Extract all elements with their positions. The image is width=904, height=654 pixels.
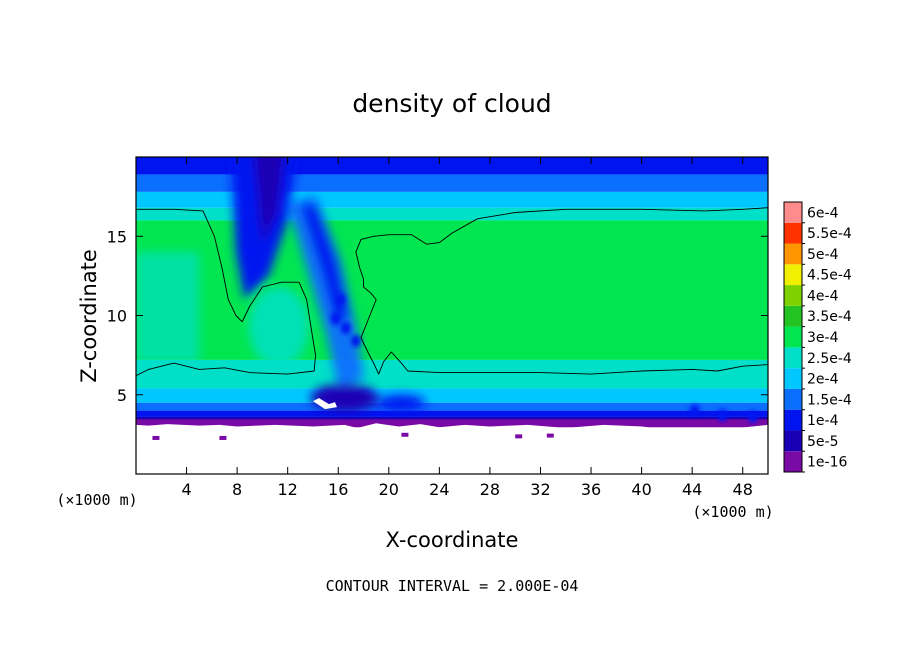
updraft-column-right <box>287 195 364 387</box>
speck-4 <box>515 434 523 439</box>
x-unit-label: (×1000 m) <box>692 503 773 521</box>
x-tick-label: 16 <box>328 480 348 499</box>
field-band-1 <box>136 410 768 417</box>
field-band-5 <box>136 220 768 360</box>
colorbar-label: 5.5e-4 <box>807 226 852 242</box>
x-tick-label: 32 <box>530 480 550 499</box>
base-turbulence <box>310 383 379 412</box>
colorbar-label: 1e-4 <box>807 413 839 429</box>
field-band-9 <box>136 157 768 175</box>
speck-2 <box>401 432 409 437</box>
colorbar-swatch <box>784 347 802 369</box>
x-tick-label: 8 <box>232 480 242 499</box>
colorbar: 1e-16 5e-5 1e-4 1.5e-4 2e-4 2.5e-4 3e-4 3.5e-4 4… <box>783 201 852 473</box>
x-tick-label: 12 <box>278 480 298 499</box>
field-band-8 <box>136 174 768 192</box>
eddy-0 <box>330 312 341 325</box>
updraft-core-left <box>254 157 285 245</box>
colorbar-label: 5e-4 <box>807 247 839 263</box>
eddy-5 <box>747 410 758 423</box>
no-cloud-region <box>136 423 768 474</box>
contour-interval-note: CONTOUR INTERVAL = 2.000E-04 <box>326 577 579 595</box>
field-left-region <box>136 252 200 364</box>
y-tick-label: 5 <box>117 386 127 405</box>
speck-1 <box>219 435 227 440</box>
x-tick-label: 24 <box>429 480 449 499</box>
eddy-6 <box>689 404 700 417</box>
contour-line-1 <box>355 207 768 375</box>
colorbar-label: 2.5e-4 <box>807 351 852 367</box>
colorbar-swatch <box>784 451 802 472</box>
x-tick-label: 36 <box>581 480 601 499</box>
field-pocket <box>248 286 309 367</box>
contour-line-0 <box>136 208 316 377</box>
colorbar-label: 3e-4 <box>807 330 839 346</box>
colorbar-swatch <box>784 285 802 306</box>
colorbar-swatch <box>784 264 802 286</box>
colorbar-label: 6e-4 <box>807 205 839 221</box>
x-tick-label: 40 <box>631 480 651 499</box>
x-tick-label: 28 <box>480 480 500 499</box>
contour-lines <box>136 207 768 377</box>
updraft-core-right <box>300 204 349 324</box>
no-cloud-pocket <box>312 398 337 410</box>
y-tick-label: 10 <box>107 307 127 326</box>
eddy-3 <box>350 334 361 347</box>
speck-3 <box>546 433 554 438</box>
colorbar-label: 4e-4 <box>807 288 839 304</box>
colorbar-swatch <box>784 409 802 431</box>
density-field <box>136 157 768 474</box>
cloud-base-fringe <box>136 419 768 428</box>
x-tick-label: 48 <box>733 480 753 499</box>
y-tick-label: 15 <box>107 227 127 246</box>
eddies <box>330 293 758 423</box>
chart-title: density of cloud <box>352 89 551 118</box>
colorbar-swatch <box>784 388 802 410</box>
colorbar-swatch <box>784 222 802 244</box>
y-axis-label: Z-coordinate <box>77 249 101 383</box>
colorbar-label: 3.5e-4 <box>807 309 852 325</box>
eddy-2 <box>335 293 346 306</box>
colorbar-swatch <box>784 368 802 389</box>
x-tick-label: 4 <box>181 480 191 499</box>
x-tick-label: 44 <box>682 480 702 499</box>
speck-0 <box>152 435 160 440</box>
colorbar-label: 4.5e-4 <box>807 268 852 284</box>
eddy-1 <box>340 322 351 335</box>
x-axis-label: X-coordinate <box>386 528 519 552</box>
colorbar-swatch <box>784 243 802 265</box>
colorbar-frame <box>783 201 803 473</box>
colorbar-label: 5e-5 <box>807 434 838 450</box>
field-band-7 <box>136 191 768 208</box>
base-turbulence-2 <box>377 394 426 411</box>
colorbar-swatch <box>784 202 802 223</box>
y-axis: 5 10 15 <box>107 227 768 405</box>
colorbar-label: 2e-4 <box>807 372 839 388</box>
y-unit-label: (×1000 m) <box>56 491 137 509</box>
colorbar-label: 1.5e-4 <box>807 392 852 408</box>
field-band-2 <box>136 402 768 411</box>
field-band-4 <box>136 359 768 389</box>
field-band-3 <box>136 388 768 403</box>
x-axis: 4 8 12 16 20 24 28 32 36 40 44 48 <box>181 157 753 499</box>
colorbar-swatch <box>784 430 802 452</box>
colorbar-swatch <box>784 305 802 327</box>
colorbar-swatch <box>784 326 802 348</box>
eddy-4 <box>717 409 728 422</box>
field-band-6 <box>136 207 768 221</box>
colorbar-label: 1e-16 <box>807 455 847 471</box>
x-tick-label: 20 <box>379 480 399 499</box>
